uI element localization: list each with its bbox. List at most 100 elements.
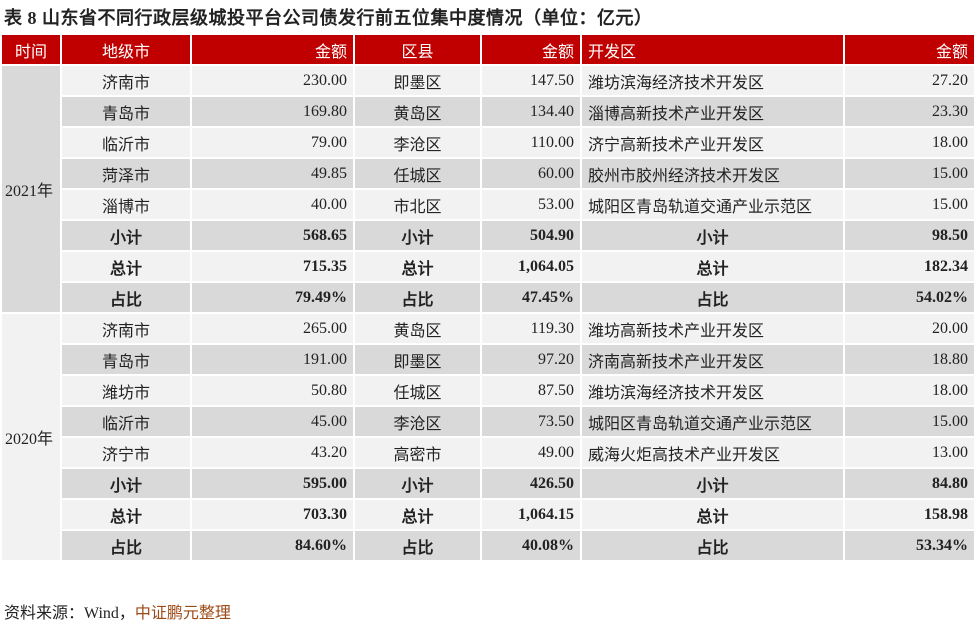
city-amount-cell: 595.00 <box>190 467 355 500</box>
county-amount-cell: 110.00 <box>480 126 582 159</box>
county-cell: 总计 <box>353 250 482 283</box>
county-amount-cell: 426.50 <box>480 467 582 500</box>
county-amount-cell: 40.08% <box>480 529 582 562</box>
table-row: 2021年 济南市 230.00 即墨区 147.50 潍坊滨海经济技术开发区 27.20 <box>0 64 974 314</box>
county-cell: 小计 <box>353 467 482 500</box>
header-city: 地级市 <box>60 33 192 66</box>
source-note: 资料来源：Wind，中证鹏元整理 <box>4 599 231 623</box>
county-amount-cell: 60.00 <box>480 157 582 190</box>
city-amount-cell: 49.85 <box>190 157 355 190</box>
devzone-cell: 威海火炬高技术产业开发区 <box>580 436 845 469</box>
county-cell: 占比 <box>353 529 482 562</box>
header-row: 时间 地级市 金额 区县 金额 开发区 金额 <box>0 33 974 66</box>
table-row: 2020年 济南市 265.00 黄岛区 119.30 潍坊高新技术产业开发区 20.00 <box>0 312 974 562</box>
table-row: 淄博市 40.00 市北区 53.00 城阳区青岛轨道交通产业示范区 15.00 <box>1 188 974 221</box>
city-amount-cell: 568.65 <box>190 219 355 252</box>
header-county: 区县 <box>353 33 482 66</box>
county-cell: 任城区 <box>353 157 482 190</box>
county-cell: 市北区 <box>353 188 482 221</box>
city-cell: 临沂市 <box>60 126 192 159</box>
city-cell: 总计 <box>60 250 192 283</box>
devzone-amount-cell: 54.02% <box>843 281 974 314</box>
concentration-table: 时间 地级市 金额 区县 金额 开发区 金额 2021年 济南市 230.00 即墨区… <box>0 33 974 562</box>
county-cell: 黄岛区 <box>353 95 482 128</box>
devzone-cell: 潍坊滨海经济技术开发区 <box>580 374 845 407</box>
devzone-amount-cell: 98.50 <box>843 219 974 252</box>
devzone-amount-cell: 15.00 <box>843 188 974 221</box>
city-cell: 总计 <box>60 498 192 531</box>
summary-row: 总计 703.30 总计 1,064.15 总计 158.98 <box>1 498 974 531</box>
devzone-amount-cell: 84.80 <box>843 467 974 500</box>
city-amount-cell: 84.60% <box>190 529 355 562</box>
city-amount-cell: 169.80 <box>190 95 355 128</box>
county-amount-cell: 147.50 <box>480 64 582 97</box>
county-cell: 李沧区 <box>353 405 482 438</box>
devzone-cell: 胶州市胶州经济技术开发区 <box>580 157 845 190</box>
devzone-cell: 潍坊滨海经济技术开发区 <box>580 64 845 97</box>
county-cell: 黄岛区 <box>353 312 482 345</box>
summary-row: 小计 568.65 小计 504.90 小计 98.50 <box>1 219 974 252</box>
summary-row: 总计 715.35 总计 1,064.05 总计 182.34 <box>1 250 974 283</box>
year-cell: 2021年 <box>0 64 62 314</box>
devzone-amount-cell: 158.98 <box>843 498 974 531</box>
county-cell: 李沧区 <box>353 126 482 159</box>
header-devzone: 开发区 <box>580 33 845 66</box>
table-row: 济宁市 43.20 高密市 49.00 威海火炬高技术产业开发区 13.00 <box>1 436 974 469</box>
summary-row: 占比 84.60% 占比 40.08% 占比 53.34% <box>1 529 974 562</box>
county-cell: 高密市 <box>353 436 482 469</box>
county-amount-cell: 49.00 <box>480 436 582 469</box>
table-title: 表 8 山东省不同行政层级城投平台公司债发行前五位集中度情况（单位：亿元） <box>4 8 653 28</box>
devzone-cell: 济南高新技术产业开发区 <box>580 343 845 376</box>
devzone-cell: 潍坊高新技术产业开发区 <box>580 312 845 345</box>
county-cell: 即墨区 <box>353 64 482 97</box>
county-amount-cell: 73.50 <box>480 405 582 438</box>
devzone-amount-cell: 13.00 <box>843 436 974 469</box>
county-amount-cell: 134.40 <box>480 95 582 128</box>
devzone-amount-cell: 18.00 <box>843 374 974 407</box>
summary-row: 小计 595.00 小计 426.50 小计 84.80 <box>1 467 974 500</box>
city-amount-cell: 40.00 <box>190 188 355 221</box>
table-row: 菏泽市 49.85 任城区 60.00 胶州市胶州经济技术开发区 15.00 <box>1 157 974 190</box>
devzone-cell: 淄博高新技术产业开发区 <box>580 95 845 128</box>
year-cell: 2020年 <box>0 312 62 562</box>
devzone-cell: 济宁高新技术产业开发区 <box>580 126 845 159</box>
city-amount-cell: 79.49% <box>190 281 355 314</box>
city-cell: 占比 <box>60 281 192 314</box>
county-amount-cell: 1,064.05 <box>480 250 582 283</box>
devzone-cell: 占比 <box>580 281 845 314</box>
table-row: 青岛市 169.80 黄岛区 134.40 淄博高新技术产业开发区 23.30 <box>1 95 974 128</box>
city-cell: 青岛市 <box>60 343 192 376</box>
devzone-amount-cell: 18.80 <box>843 343 974 376</box>
devzone-amount-cell: 20.00 <box>843 312 974 345</box>
table-row: 潍坊市 50.80 任城区 87.50 潍坊滨海经济技术开发区 18.00 <box>1 374 974 407</box>
devzone-cell: 城阳区青岛轨道交通产业示范区 <box>580 188 845 221</box>
devzone-amount-cell: 53.34% <box>843 529 974 562</box>
devzone-amount-cell: 15.00 <box>843 405 974 438</box>
devzone-cell: 城阳区青岛轨道交通产业示范区 <box>580 405 845 438</box>
table-row: 临沂市 45.00 李沧区 73.50 城阳区青岛轨道交通产业示范区 15.00 <box>1 405 974 438</box>
county-cell: 小计 <box>353 219 482 252</box>
header-devzone-amount: 金额 <box>843 33 974 66</box>
city-amount-cell: 191.00 <box>190 343 355 376</box>
city-amount-cell: 45.00 <box>190 405 355 438</box>
header-time: 时间 <box>0 33 62 66</box>
city-amount-cell: 79.00 <box>190 126 355 159</box>
source-brand: 中证鹏元整理 <box>134 605 231 622</box>
city-cell: 济南市 <box>60 64 192 97</box>
devzone-amount-cell: 23.30 <box>843 95 974 128</box>
summary-row: 占比 79.49% 占比 47.45% 占比 54.02% <box>1 281 974 314</box>
city-cell: 小计 <box>60 467 192 500</box>
source-prefix: 资料来源：Wind， <box>4 605 135 622</box>
table-row: 青岛市 191.00 即墨区 97.20 济南高新技术产业开发区 18.80 <box>1 343 974 376</box>
county-cell: 占比 <box>353 281 482 314</box>
city-amount-cell: 265.00 <box>190 312 355 345</box>
city-cell: 小计 <box>60 219 192 252</box>
header-county-amount: 金额 <box>480 33 582 66</box>
county-amount-cell: 97.20 <box>480 343 582 376</box>
county-cell: 总计 <box>353 498 482 531</box>
county-cell: 即墨区 <box>353 343 482 376</box>
devzone-cell: 小计 <box>580 467 845 500</box>
devzone-amount-cell: 18.00 <box>843 126 974 159</box>
devzone-cell: 总计 <box>580 250 845 283</box>
city-cell: 淄博市 <box>60 188 192 221</box>
